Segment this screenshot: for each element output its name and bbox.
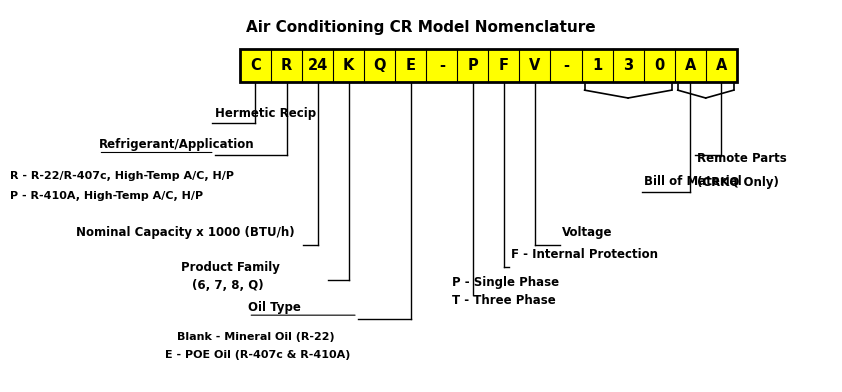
Text: P - R-410A, High-Temp A/C, H/P: P - R-410A, High-Temp A/C, H/P (10, 191, 203, 201)
Text: Nominal Capacity x 1000 (BTU/h): Nominal Capacity x 1000 (BTU/h) (76, 226, 295, 239)
FancyBboxPatch shape (240, 49, 737, 82)
Text: Remote Parts: Remote Parts (697, 152, 787, 165)
Text: -: - (439, 58, 445, 73)
Text: 3: 3 (623, 58, 633, 73)
Text: E: E (406, 58, 416, 73)
Text: 1: 1 (592, 58, 602, 73)
Text: R: R (281, 58, 292, 73)
Text: C: C (250, 58, 261, 73)
Text: A: A (685, 58, 695, 73)
Text: (CRKQ Only): (CRKQ Only) (697, 176, 779, 189)
Text: 24: 24 (307, 58, 328, 73)
Text: E - POE Oil (R-407c & R-410A): E - POE Oil (R-407c & R-410A) (165, 350, 350, 360)
Text: Q: Q (374, 58, 386, 73)
Text: T - Three Phase: T - Three Phase (452, 294, 556, 307)
Text: Oil Type: Oil Type (248, 301, 301, 314)
Text: R - R-22/R-407c, High-Temp A/C, H/P: R - R-22/R-407c, High-Temp A/C, H/P (10, 171, 234, 181)
Text: 0: 0 (654, 58, 664, 73)
Text: P - Single Phase: P - Single Phase (452, 276, 559, 289)
Text: F - Internal Protection: F - Internal Protection (511, 249, 658, 261)
Text: Product Family: Product Family (181, 261, 280, 274)
Text: K: K (343, 58, 354, 73)
Text: F: F (498, 58, 509, 73)
Text: V: V (530, 58, 541, 73)
Text: Blank - Mineral Oil (R-22): Blank - Mineral Oil (R-22) (177, 332, 334, 342)
Text: -: - (563, 58, 569, 73)
Text: Air Conditioning CR Model Nomenclature: Air Conditioning CR Model Nomenclature (246, 20, 596, 35)
Text: Bill of Material: Bill of Material (644, 175, 742, 188)
Text: Voltage: Voltage (562, 226, 612, 239)
Text: A: A (716, 58, 727, 73)
Text: P: P (467, 58, 478, 73)
Text: Refrigerant/Application: Refrigerant/Application (99, 138, 254, 151)
Text: (6, 7, 8, Q): (6, 7, 8, Q) (192, 279, 264, 292)
Text: Hermetic Recip: Hermetic Recip (215, 107, 316, 120)
